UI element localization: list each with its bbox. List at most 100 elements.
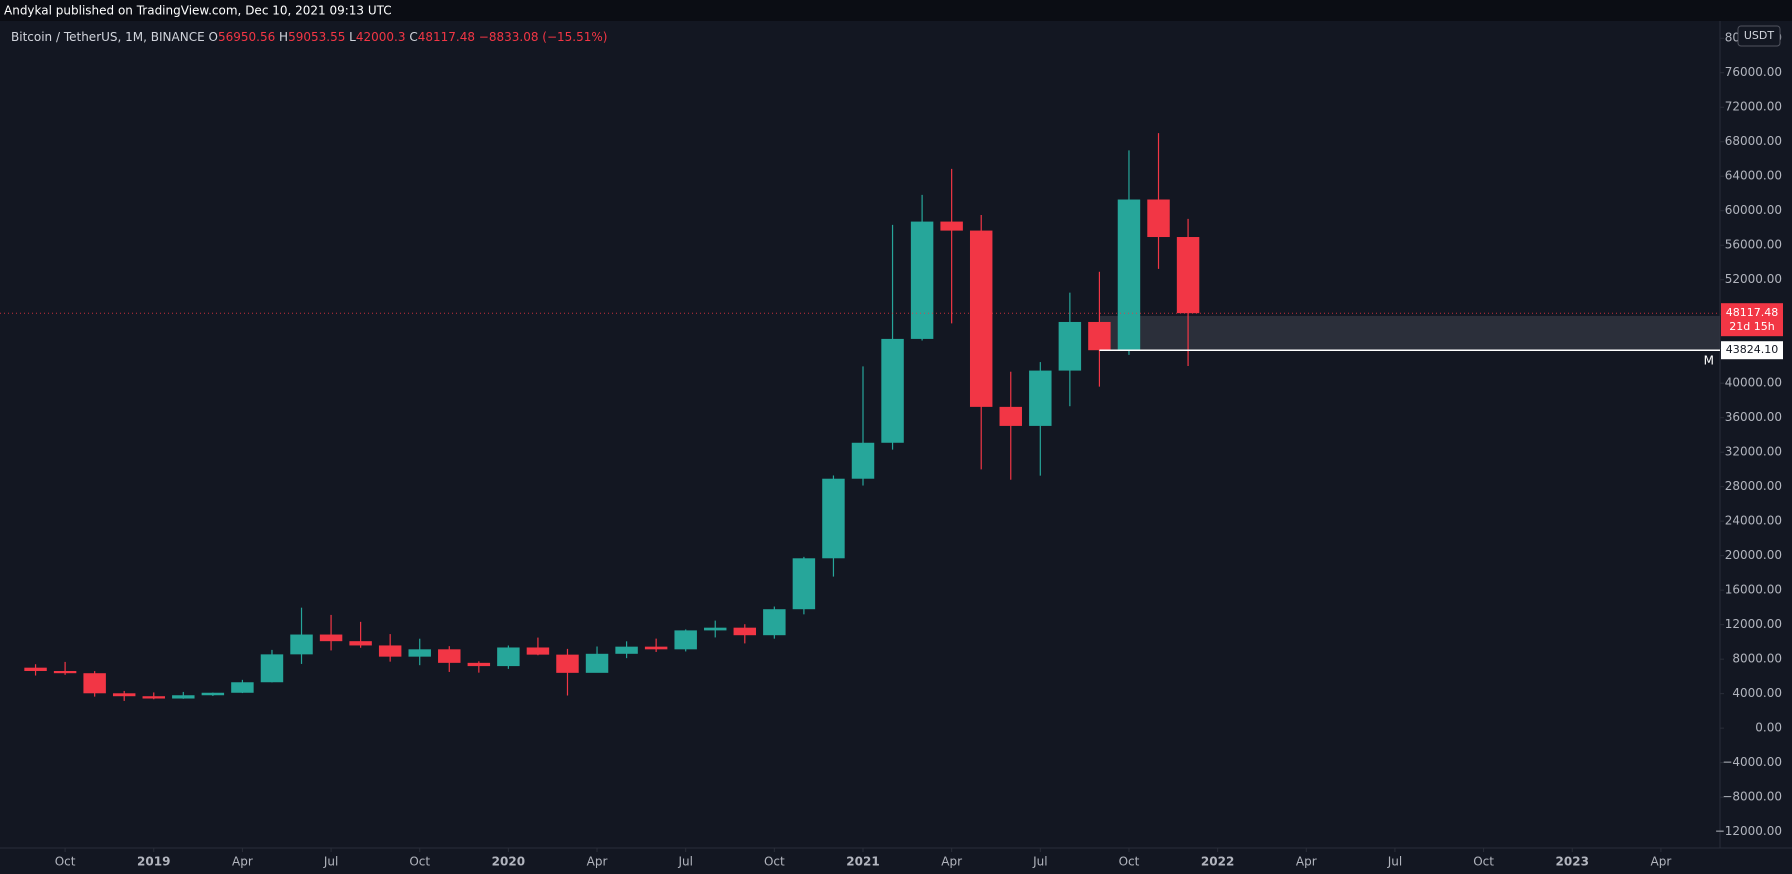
change: −8833.08 (−15.51%)	[479, 30, 608, 44]
candle-body	[585, 653, 609, 673]
candle-body	[260, 654, 284, 683]
symbol: Bitcoin / TetherUS, 1M, BINANCE	[11, 30, 205, 44]
x-tick-label: Apr	[1651, 855, 1672, 869]
x-tick-label: Apr	[1296, 855, 1317, 869]
candle-body	[349, 641, 372, 646]
candle-body	[822, 478, 845, 559]
candle-body	[231, 682, 254, 693]
candle-body	[969, 230, 993, 407]
countdown: 21d 15h	[1729, 320, 1774, 333]
zone	[1099, 315, 1720, 351]
y-tick-label: 68000.00	[1725, 134, 1782, 148]
y-tick-label: 8000.00	[1732, 652, 1782, 666]
candle-body	[290, 634, 313, 655]
candle-body	[733, 627, 757, 636]
ohlc-letter: H	[279, 30, 288, 44]
candle-body	[1147, 199, 1170, 238]
candle-body	[615, 646, 638, 654]
y-tick-label: 28000.00	[1725, 479, 1782, 493]
candle-body	[556, 654, 579, 673]
x-tick-label: Oct	[409, 855, 430, 869]
legend: Bitcoin / TetherUS, 1M, BINANCE O56950.5…	[11, 30, 607, 44]
ohlc-letter: L	[349, 30, 356, 44]
candle-body	[1088, 321, 1111, 351]
candle-body	[24, 667, 47, 671]
candle-body	[497, 647, 520, 667]
x-tick-label: Oct	[55, 855, 76, 869]
x-tick-label: 2022	[1201, 855, 1234, 869]
candle-body	[851, 442, 875, 479]
x-tick-label: Jul	[323, 855, 338, 869]
candle-body	[940, 221, 963, 231]
candle-body	[53, 670, 77, 674]
y-tick-label: −8000.00	[1722, 790, 1782, 804]
y-tick-label: 0.00	[1755, 721, 1782, 735]
candle-body	[438, 649, 461, 663]
x-tick-label: 2023	[1556, 855, 1589, 869]
candle-body	[910, 221, 934, 339]
candle-body	[201, 692, 225, 696]
candle-body	[467, 662, 491, 667]
candle-body	[112, 693, 136, 697]
x-tick-label: Apr	[587, 855, 608, 869]
y-tick-label: 72000.00	[1725, 100, 1782, 114]
publisher: Andykal published on TradingView.com, De…	[4, 4, 392, 18]
candle-body	[1058, 321, 1082, 371]
candle-body	[1176, 237, 1200, 314]
y-tick-label: 76000.00	[1725, 65, 1782, 79]
y-tick-label: 64000.00	[1725, 169, 1782, 183]
x-tick-label: Apr	[232, 855, 253, 869]
x-tick-label: Jul	[1032, 855, 1047, 869]
ohlc-value: 56950.56	[218, 30, 275, 44]
candle-body	[83, 673, 106, 694]
y-tick-label: 36000.00	[1725, 410, 1782, 424]
y-tick-label: 56000.00	[1725, 238, 1782, 252]
last-price-label: 48117.48	[1726, 306, 1779, 319]
x-tick-label: Jul	[1387, 855, 1402, 869]
y-tick-label: 60000.00	[1725, 203, 1782, 217]
x-tick-label: 2019	[137, 855, 170, 869]
x-tick-label: 2020	[492, 855, 525, 869]
candle-body	[526, 647, 550, 655]
candle-body	[704, 627, 727, 631]
ohlc-letter: C	[409, 30, 417, 44]
y-tick-label: 32000.00	[1725, 445, 1782, 459]
level-marker: M	[1704, 354, 1714, 368]
y-tick-label: 52000.00	[1725, 272, 1782, 286]
ohlc-value: 59053.55	[288, 30, 345, 44]
y-tick-label: −12000.00	[1715, 824, 1782, 838]
candle-body	[142, 696, 165, 699]
y-tick-label: 24000.00	[1725, 514, 1782, 528]
last-price-bg	[1721, 303, 1783, 337]
candle-body	[881, 338, 904, 443]
candle-body	[172, 695, 195, 699]
candle-body	[319, 634, 343, 642]
candle-body	[1117, 199, 1141, 351]
x-tick-label: 2021	[846, 855, 879, 869]
ohlc-value: 48117.48	[418, 30, 475, 44]
ohlc-letter: O	[209, 30, 218, 44]
header-bar	[0, 0, 1792, 21]
x-tick-label: Apr	[941, 855, 962, 869]
y-tick-label: −4000.00	[1722, 755, 1782, 769]
y-tick-label: 20000.00	[1725, 548, 1782, 562]
candle-body	[674, 630, 697, 650]
level-label: 43824.10	[1726, 343, 1779, 356]
x-tick-label: Oct	[1119, 855, 1140, 869]
candle-body	[999, 406, 1022, 426]
x-tick-label: Oct	[1473, 855, 1494, 869]
ohlc-value: 42000.3	[356, 30, 406, 44]
currency: USDT	[1744, 29, 1775, 42]
currency-bg	[1737, 25, 1781, 47]
level-label-bg	[1721, 341, 1783, 360]
legend-text: Bitcoin / TetherUS, 1M, BINANCE O56950.5…	[11, 30, 607, 44]
candle-body	[378, 645, 402, 657]
candle-body	[1029, 370, 1052, 426]
y-tick-label: 40000.00	[1725, 376, 1782, 390]
x-tick-label: Oct	[764, 855, 785, 869]
x-tick-label: Jul	[677, 855, 692, 869]
y-tick-label: 12000.00	[1725, 617, 1782, 631]
y-tick-label: 16000.00	[1725, 583, 1782, 597]
